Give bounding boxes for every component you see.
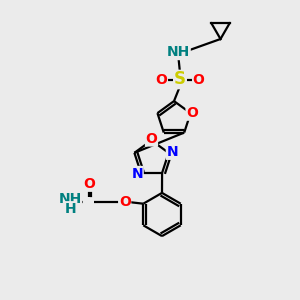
Text: O: O <box>146 132 158 146</box>
Text: O: O <box>186 106 198 120</box>
Text: N: N <box>167 145 178 159</box>
Text: O: O <box>193 73 205 86</box>
Text: O: O <box>119 195 130 209</box>
Text: H: H <box>64 202 76 216</box>
Text: S: S <box>174 70 186 88</box>
Text: N: N <box>131 167 143 181</box>
Text: O: O <box>155 73 167 86</box>
Text: NH: NH <box>58 192 82 206</box>
Text: NH: NH <box>167 46 190 59</box>
Text: O: O <box>83 177 94 191</box>
